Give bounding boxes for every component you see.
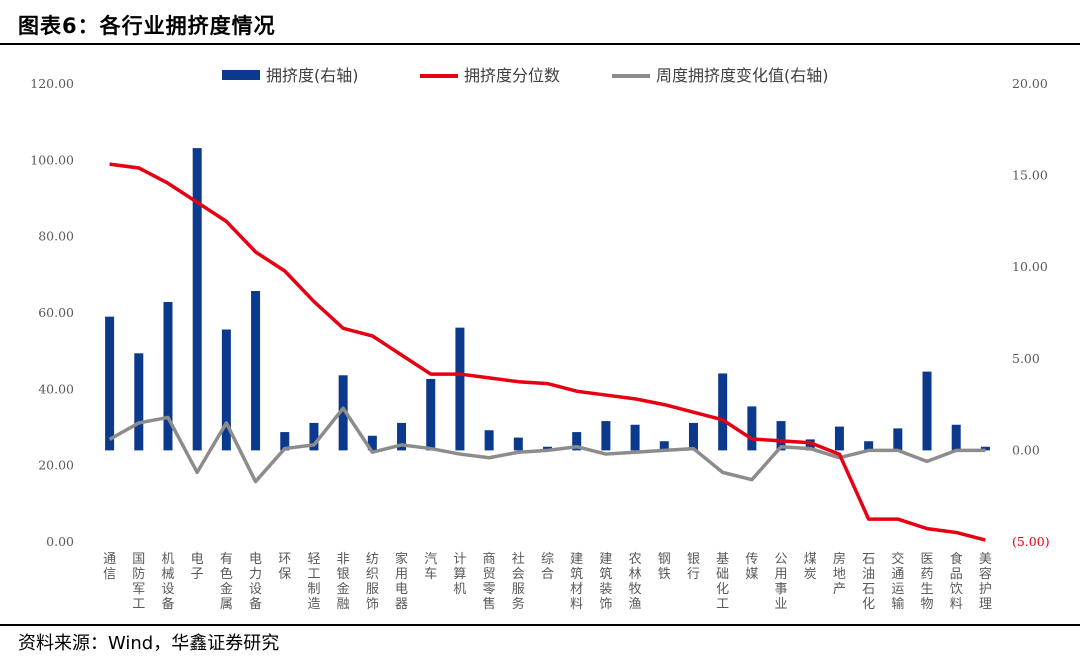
source-note: 资料来源：Wind，华鑫证券研究	[18, 633, 280, 654]
bar-银行	[688, 422, 698, 451]
bar-建筑材料	[572, 432, 582, 451]
category-label: 交通运输	[891, 551, 904, 612]
category-label: 社会服务	[512, 551, 525, 612]
left-axis-tick: 40.00	[38, 381, 74, 396]
bar-商贸零售	[484, 430, 494, 451]
category-label: 美容护理	[979, 552, 992, 612]
percentile-line	[109, 162, 986, 542]
bar-纺织服饰	[367, 435, 377, 451]
bar-交通运输	[893, 428, 903, 451]
bar-汽车	[426, 378, 436, 451]
right-axis: (5.00) 0.00 5.00 10.00 15.00 20.00	[1012, 76, 1050, 549]
bar-社会服务	[513, 437, 523, 451]
legend-label: 周度拥挤度变化值(右轴)	[656, 66, 829, 85]
bar-石油石化	[864, 441, 874, 451]
category-label: 非银金融	[337, 552, 350, 612]
category-label: 纺织服饰	[366, 552, 379, 612]
weekly-change-line	[108, 406, 986, 484]
category-label: 医药生物	[921, 552, 934, 612]
bar-医药生物	[922, 371, 932, 451]
category-label: 传媒	[745, 552, 758, 582]
bar-基础化工	[718, 373, 728, 451]
category-label: 计算机	[453, 552, 466, 597]
category-label: 煤炭	[804, 552, 817, 582]
category-label: 有色金属	[220, 552, 233, 612]
title-rule	[0, 43, 1080, 45]
lines-layer	[108, 162, 986, 542]
bar-房地产	[834, 426, 844, 451]
category-label: 钢铁	[658, 552, 671, 582]
bar-农林牧渔	[630, 424, 640, 451]
category-label: 农林牧渔	[629, 552, 642, 612]
right-axis-tick: 10.00	[1012, 259, 1048, 274]
legend-bar-swatch	[222, 70, 260, 80]
bar-环保	[280, 432, 290, 451]
bar-建筑装饰	[601, 421, 611, 451]
category-label: 家用电器	[395, 551, 408, 612]
category-label: 机械设备	[161, 552, 174, 612]
bar-家用电器	[397, 422, 407, 451]
bar-食品饮料	[951, 424, 961, 451]
category-label: 国防军工	[132, 552, 145, 612]
category-label: 银行	[687, 552, 700, 582]
bar-计算机	[455, 327, 465, 451]
left-axis-tick: 20.00	[38, 458, 74, 473]
left-axis-tick: 0.00	[46, 534, 74, 549]
left-axis-tick: 100.00	[30, 152, 74, 167]
bar-钢铁	[659, 441, 669, 451]
category-axis: 通信 国防军工 机械设备 电子 有色金属 电力设备 环保 轻工制造 非银金融 纺织服饰 家用电器 汽车…	[103, 551, 992, 612]
bar-传媒	[747, 406, 757, 451]
right-axis-tick: 5.00	[1012, 351, 1040, 366]
left-axis-tick: 60.00	[38, 305, 74, 320]
bar-通信	[105, 316, 115, 451]
legend: 拥挤度(右轴) 拥挤度分位数 周度拥挤度变化值(右轴)	[222, 66, 829, 85]
bar-公用事业	[776, 421, 786, 451]
bars-layer	[105, 148, 990, 451]
bar-有色金属	[221, 329, 231, 451]
category-label: 汽车	[424, 552, 437, 582]
right-axis-tick: 20.00	[1012, 76, 1048, 91]
bar-国防军工	[134, 353, 144, 451]
category-label: 房地产	[833, 551, 846, 597]
left-axis-tick: 120.00	[30, 76, 74, 91]
category-label: 轻工制造	[307, 552, 320, 612]
legend-label: 拥挤度分位数	[464, 66, 560, 85]
bar-综合	[543, 446, 552, 451]
bar-非银金融	[338, 375, 348, 451]
left-axis: 0.00 20.00 40.00 60.00 80.00 100.00 120.00	[30, 76, 74, 549]
category-label: 通信	[103, 552, 116, 582]
right-axis-tick: 15.00	[1012, 168, 1048, 183]
bar-电子	[192, 148, 202, 451]
footer-rule	[0, 624, 1080, 626]
right-axis-tick: 0.00	[1012, 442, 1040, 457]
category-label: 电力设备	[249, 552, 262, 612]
left-axis-tick: 80.00	[38, 229, 74, 244]
category-label: 电子	[191, 552, 204, 582]
crowding-chart: 0.00 20.00 40.00 60.00 80.00 100.00 120.00 (5.…	[30, 66, 1050, 612]
category-label: 商贸零售	[483, 552, 496, 612]
bar-煤炭	[805, 439, 815, 451]
category-label: 环保	[278, 552, 291, 582]
category-label: 食品饮料	[950, 551, 963, 612]
chart-title: 图表6：各行业拥挤度情况	[18, 14, 276, 38]
bar-机械设备	[163, 302, 173, 451]
category-label: 建筑材料	[570, 552, 583, 612]
bar-电力设备	[251, 291, 261, 451]
category-label: 基础化工	[716, 552, 729, 612]
bar-美容护理	[980, 446, 990, 451]
bar-轻工制造	[309, 422, 319, 451]
legend-label: 拥挤度(右轴)	[266, 66, 359, 85]
category-label: 建筑装饰	[599, 552, 612, 612]
category-label: 公用事业	[775, 552, 788, 612]
category-label: 综合	[541, 552, 554, 582]
category-label: 石油石化	[862, 552, 875, 612]
right-axis-tick: (5.00)	[1012, 534, 1050, 549]
